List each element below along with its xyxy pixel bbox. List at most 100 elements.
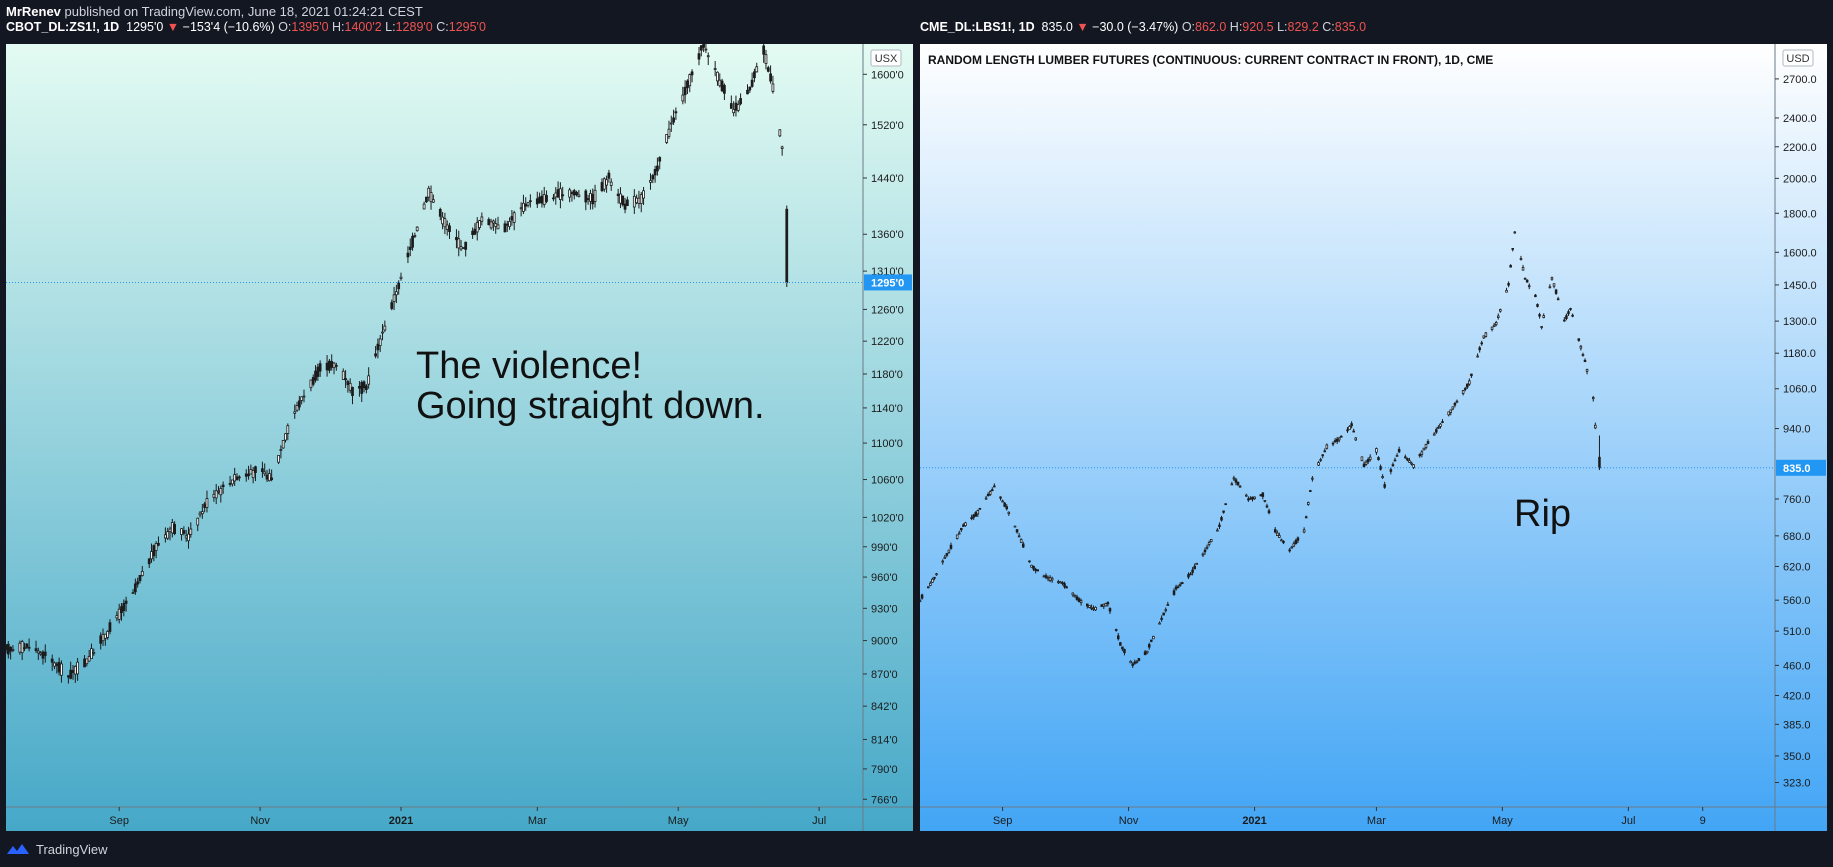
- candle: [117, 608, 121, 620]
- candle: [635, 197, 638, 204]
- candle: [1249, 497, 1252, 500]
- footer-brand[interactable]: TradingView: [36, 841, 108, 857]
- candle: [358, 385, 361, 389]
- chart-1-y-tick-label: 620.0: [1783, 561, 1811, 573]
- candle: [1463, 388, 1467, 390]
- candle: [1048, 577, 1052, 581]
- candle: [1036, 569, 1039, 572]
- candle: [464, 241, 468, 250]
- candle: [364, 385, 368, 390]
- chart-0-currency-button[interactable]: [870, 49, 902, 67]
- left-last-price: 1295'0: [126, 20, 164, 34]
- candle: [947, 549, 951, 553]
- candle: [1455, 400, 1459, 403]
- candle: [1492, 324, 1496, 327]
- candle: [1209, 539, 1213, 543]
- candle: [1406, 458, 1409, 461]
- candle: [390, 302, 394, 309]
- candle: [962, 524, 965, 527]
- candle: [1088, 605, 1091, 608]
- candle: [1133, 661, 1137, 664]
- candle: [219, 487, 223, 496]
- chart-1-currency-button[interactable]: [1782, 49, 1814, 67]
- chart-1-currency-label[interactable]: USD: [1786, 53, 1809, 65]
- candle: [9, 646, 12, 652]
- candle: [1263, 500, 1267, 502]
- candle: [616, 193, 620, 197]
- candle: [658, 157, 662, 162]
- candle: [1397, 449, 1401, 453]
- candle: [1527, 285, 1531, 288]
- candle: [1447, 411, 1450, 416]
- candle: [27, 646, 31, 649]
- chart-1-title: RANDOM LENGTH LUMBER FUTURES (CONTINUOUS…: [928, 53, 1493, 67]
- candle: [957, 532, 961, 535]
- chart-1-svg[interactable]: 2700.0 2400.0 2200.0 2000.0 1800.0 1600.0 1450…: [918, 44, 1827, 831]
- candle: [706, 55, 710, 58]
- candle: [559, 188, 562, 200]
- chart-1-y-tick-label: 385.0: [1783, 719, 1811, 731]
- candle: [1086, 603, 1089, 607]
- chart-1-y-tick-label: 350.0: [1783, 751, 1811, 763]
- candle: [1162, 612, 1165, 616]
- candle: [489, 221, 493, 229]
- candle: [753, 71, 756, 79]
- chart-1-y-tick-label: 1060.0: [1783, 384, 1817, 396]
- chart-1-annotation[interactable]: Rip: [1514, 493, 1571, 535]
- chart-0-currency-label[interactable]: USX: [875, 53, 898, 65]
- candle: [1499, 309, 1502, 312]
- candle: [1160, 617, 1163, 620]
- candle: [1466, 383, 1469, 388]
- candle: [1505, 289, 1508, 293]
- chart-0-svg[interactable]: 1600'01520'01440'01360'01310'01260'01220…: [4, 40, 913, 831]
- chart-0-x-tick-label: Mar: [528, 815, 547, 827]
- candle: [991, 489, 994, 492]
- candle: [270, 477, 274, 480]
- candle: [334, 365, 338, 367]
- right-close: 835.0: [1334, 20, 1367, 34]
- candle: [244, 473, 248, 477]
- candle: [769, 73, 772, 82]
- candle: [18, 642, 22, 653]
- candle: [173, 523, 176, 535]
- soybean-chart-pane[interactable]: 1600'0 1520'0 1440'0 1360'0 1310'0 1260'0 1220…: [4, 40, 913, 831]
- candle: [11, 649, 15, 651]
- lumber-chart-pane[interactable]: 2700.0 2400.0 2200.0 2000.0 1800.0 1600.0 1450…: [918, 44, 1827, 831]
- candle: [1571, 314, 1574, 317]
- candle: [1129, 660, 1132, 664]
- chart-0-annotation[interactable]: The violence!: [416, 345, 642, 387]
- candle: [935, 573, 938, 576]
- chart-1-y-tick-label: 940.0: [1783, 424, 1811, 436]
- candle: [1003, 502, 1006, 507]
- candle: [1147, 644, 1151, 648]
- candle: [713, 68, 717, 70]
- chart-1-x-tick-label: Jul: [1621, 815, 1635, 827]
- candle: [941, 560, 944, 563]
- candle: [572, 190, 576, 196]
- candle: [415, 226, 419, 232]
- candle: [972, 514, 975, 518]
- candle: [1207, 542, 1211, 545]
- chart-0-annotation[interactable]: Going straight down.: [416, 385, 765, 427]
- candle: [1511, 248, 1514, 250]
- candle: [103, 633, 107, 639]
- candle: [1435, 429, 1438, 433]
- candle: [1470, 373, 1473, 377]
- candle: [1013, 525, 1017, 528]
- candle: [1164, 609, 1168, 612]
- candle: [771, 83, 775, 92]
- candle: [431, 199, 435, 203]
- candle: [164, 534, 167, 539]
- candle: [1191, 569, 1194, 573]
- chart-1-y-tick-label: 1300.0: [1783, 316, 1817, 328]
- candle: [764, 54, 768, 64]
- chart-1-y-tick-label: 1450.0: [1783, 280, 1817, 292]
- candle: [261, 468, 264, 472]
- candle: [83, 658, 86, 668]
- chart-0-y-tick-label: 790'0: [871, 764, 898, 776]
- candle: [383, 325, 387, 331]
- candle: [43, 651, 47, 656]
- candle: [1507, 283, 1510, 286]
- candle: [970, 517, 973, 520]
- candle: [528, 200, 532, 203]
